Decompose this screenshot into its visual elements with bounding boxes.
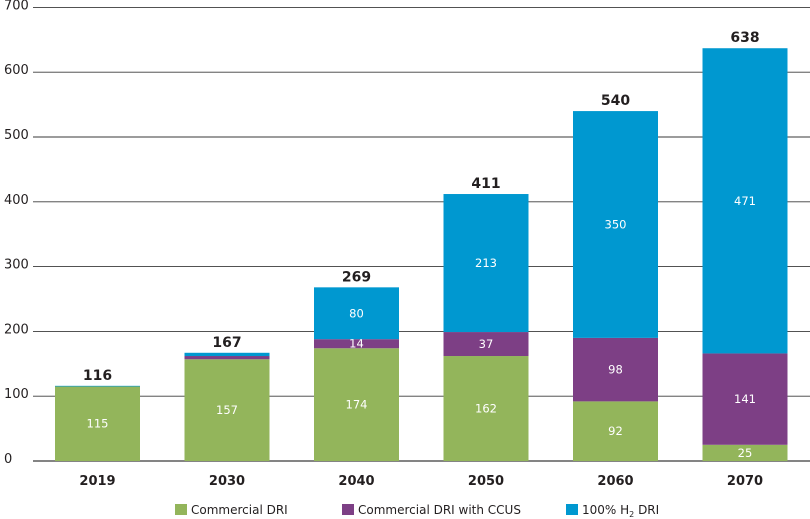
bar-segment bbox=[55, 385, 140, 387]
y-tick-label: 700 bbox=[4, 0, 29, 13]
bar-segment bbox=[573, 401, 658, 461]
x-tick-label: 2019 bbox=[79, 474, 115, 489]
legend-swatch-h2-dri bbox=[566, 504, 578, 515]
x-tick-label: 2060 bbox=[597, 474, 633, 489]
bar-total-label: 411 bbox=[471, 176, 500, 192]
bar-segment bbox=[314, 287, 399, 340]
gridlines bbox=[33, 6, 810, 462]
bar-segment-label: 213 bbox=[475, 256, 497, 270]
bar-segment-label: 141 bbox=[734, 392, 756, 406]
bar-segment-label: 174 bbox=[346, 398, 368, 412]
bar-segment-label: 37 bbox=[479, 337, 494, 351]
bar-segment-label: 25 bbox=[738, 446, 753, 460]
legend-swatch-commercial-dri-ccus bbox=[342, 504, 354, 515]
bar-segment-label: 80 bbox=[349, 306, 364, 320]
bar-segment bbox=[573, 111, 658, 338]
bar-segment-label: 92 bbox=[608, 424, 623, 438]
x-tick-label: 2030 bbox=[209, 474, 245, 489]
bar-segment-label: 157 bbox=[216, 403, 238, 417]
bar-segment bbox=[184, 356, 270, 360]
bar-total-label: 269 bbox=[342, 269, 371, 285]
bar-segment-label: 162 bbox=[475, 402, 497, 416]
bar-segment bbox=[702, 48, 788, 354]
legend: Commercial DRI Commercial DRI with CCUS … bbox=[175, 503, 659, 519]
legend-label-h2-tail: DRI bbox=[634, 503, 659, 517]
bar-segment-label: 98 bbox=[608, 363, 623, 377]
bar-segment bbox=[314, 339, 399, 349]
legend-label-h2-dri: 100% H2 DRI bbox=[582, 503, 659, 519]
y-tick-label: 300 bbox=[4, 258, 29, 273]
legend-label-commercial-dri-ccus: Commercial DRI with CCUS bbox=[358, 503, 521, 517]
bar-segment bbox=[184, 359, 270, 461]
x-tick-label: 2070 bbox=[727, 474, 763, 489]
bar-segment-label: 350 bbox=[605, 217, 627, 231]
legend-label-h2-sub: 2 bbox=[629, 510, 634, 519]
bar-segment bbox=[443, 194, 529, 333]
bar-segment bbox=[443, 332, 529, 357]
bar-segment bbox=[443, 356, 529, 461]
bar-segment-label: 115 bbox=[87, 417, 109, 431]
bar-segment-label: 14 bbox=[349, 337, 364, 351]
y-tick-label: 500 bbox=[4, 128, 29, 143]
y-tick-label: 400 bbox=[4, 193, 29, 208]
y-tick-label: 600 bbox=[4, 63, 29, 78]
x-axis: 2019 2030 2040 2050 2060 2070 bbox=[79, 474, 763, 489]
y-tick-label: 0 bbox=[4, 452, 12, 467]
y-axis: 0 100 200 300 400 500 600 700 bbox=[4, 0, 29, 467]
bar-segment bbox=[702, 353, 788, 445]
bar-segment bbox=[702, 444, 788, 461]
bar-total-label: 116 bbox=[83, 368, 112, 384]
bar-segment bbox=[184, 352, 270, 357]
legend-label-commercial-dri: Commercial DRI bbox=[191, 503, 288, 517]
x-tick-label: 2040 bbox=[338, 474, 374, 489]
legend-label-h2-main: 100% H bbox=[582, 503, 629, 517]
bar-segment bbox=[314, 348, 399, 461]
x-tick-label: 2050 bbox=[468, 474, 504, 489]
bar-segment bbox=[55, 386, 140, 461]
bar-total-label: 638 bbox=[730, 30, 759, 46]
legend-swatch-commercial-dri bbox=[175, 504, 187, 515]
bar-segment bbox=[573, 337, 658, 402]
y-tick-label: 200 bbox=[4, 322, 29, 337]
y-tick-label: 100 bbox=[4, 387, 29, 402]
bar-segment-label: 471 bbox=[734, 194, 756, 208]
bar-total-label: 167 bbox=[212, 335, 241, 351]
bars: 115 116 157 167 174 14 80 269 162 37 213 411 92 98 350… bbox=[55, 30, 788, 461]
bar-total-label: 540 bbox=[601, 93, 630, 109]
